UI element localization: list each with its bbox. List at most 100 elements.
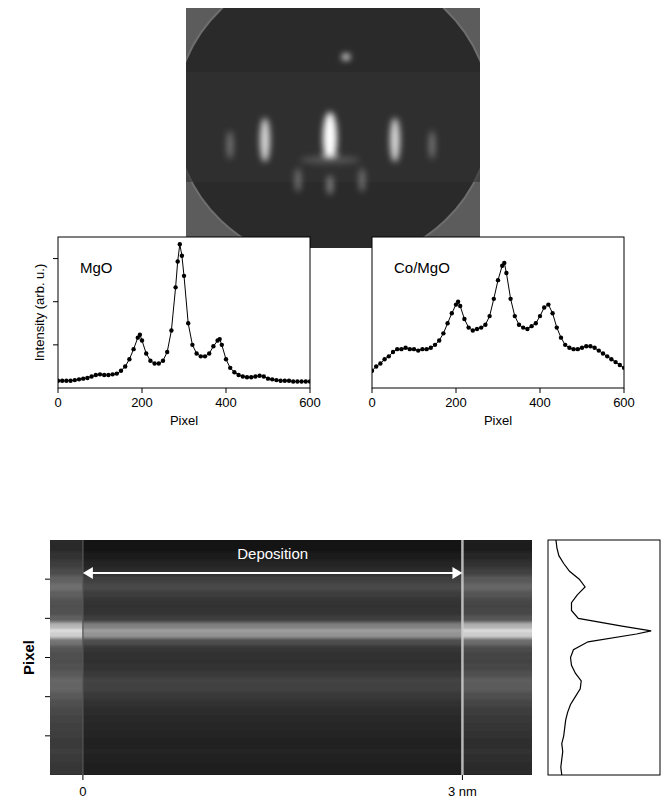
data-point [138, 333, 142, 337]
streak [327, 175, 333, 195]
data-point [81, 376, 85, 380]
data-point [525, 327, 529, 331]
data-point [173, 285, 177, 289]
data-point [479, 325, 483, 329]
data-point [504, 271, 508, 275]
x-axis-title: Pixel [484, 413, 512, 428]
data-point [257, 374, 261, 378]
data-point [295, 379, 299, 383]
data-point [152, 361, 156, 365]
data-point [228, 366, 232, 370]
data-point [148, 358, 152, 362]
x-tick [58, 388, 59, 393]
data-point [601, 351, 605, 355]
screen [186, 8, 480, 248]
data-point [374, 364, 378, 368]
data-point [60, 379, 64, 383]
data-point [203, 354, 207, 358]
data-point [224, 357, 228, 361]
y-tick [53, 258, 58, 259]
x-tick [456, 388, 457, 393]
data-point [144, 351, 148, 355]
data-point [127, 357, 131, 361]
data-point [180, 253, 184, 257]
arrow-head [83, 567, 93, 579]
annotation-text: Deposition [237, 545, 308, 562]
data-point [102, 373, 106, 377]
data-point [106, 373, 110, 377]
y-tick [45, 735, 50, 736]
data-point [382, 357, 386, 361]
data-point [68, 379, 72, 383]
data-point [283, 379, 287, 383]
data-point [403, 346, 407, 350]
data-point [605, 354, 609, 358]
data-point [77, 377, 81, 381]
data-point [538, 314, 542, 318]
streak [227, 131, 233, 159]
data-point [487, 314, 491, 318]
annotation-arrow [85, 572, 461, 574]
data-point [157, 361, 161, 365]
x-tick [82, 775, 83, 780]
y-tick [45, 696, 50, 697]
data-point [609, 357, 613, 361]
x-tick-label: 200 [445, 395, 467, 410]
data-point [563, 343, 567, 347]
data-point [73, 378, 77, 382]
data-point [462, 317, 466, 321]
x-tick-label: 3 nm [448, 784, 477, 799]
y-tick [53, 301, 58, 302]
data-point [85, 376, 89, 380]
data-point [613, 360, 617, 364]
profile-frame [548, 540, 660, 775]
streak [260, 118, 270, 162]
profile-line [58, 244, 310, 381]
data-point [471, 328, 475, 332]
data-point [408, 347, 412, 351]
data-point [387, 354, 391, 358]
data-point [483, 323, 487, 327]
x-tick [372, 388, 373, 393]
data-point [584, 344, 588, 348]
streak [390, 118, 400, 162]
data-point [186, 321, 190, 325]
x-axis-title: Pixel [170, 413, 198, 428]
data-point [517, 323, 521, 327]
data-point [123, 364, 127, 368]
data-point [304, 379, 308, 383]
data-point [119, 369, 123, 373]
data-point [492, 297, 496, 301]
data-point [567, 346, 571, 350]
data-point [456, 300, 460, 304]
screen-band [186, 72, 480, 182]
data-point [278, 379, 282, 383]
side-profile [548, 540, 660, 775]
data-point [266, 376, 270, 380]
data-point [571, 347, 575, 351]
data-point [592, 346, 596, 350]
data-point [450, 311, 454, 315]
shutter-line [82, 540, 84, 775]
data-point [64, 379, 68, 383]
y-tick [45, 657, 50, 658]
data-point [580, 346, 584, 350]
plot-frame [58, 237, 310, 388]
data-point [378, 361, 382, 365]
plot-data [372, 261, 624, 373]
data-point [253, 374, 257, 378]
data-point [372, 369, 374, 373]
data-point [618, 363, 622, 367]
data-point [576, 347, 580, 351]
data-point [270, 377, 274, 381]
data-point [416, 348, 420, 352]
line-chart: 0200400600PixelIntensity (arb. u.)MgO [32, 237, 321, 428]
data-point [140, 338, 144, 342]
data-point [98, 372, 102, 376]
data-point [308, 379, 310, 383]
data-point [550, 311, 554, 315]
x-tick [624, 388, 625, 393]
data-point [236, 373, 240, 377]
data-point [395, 347, 399, 351]
data-point [429, 346, 433, 350]
